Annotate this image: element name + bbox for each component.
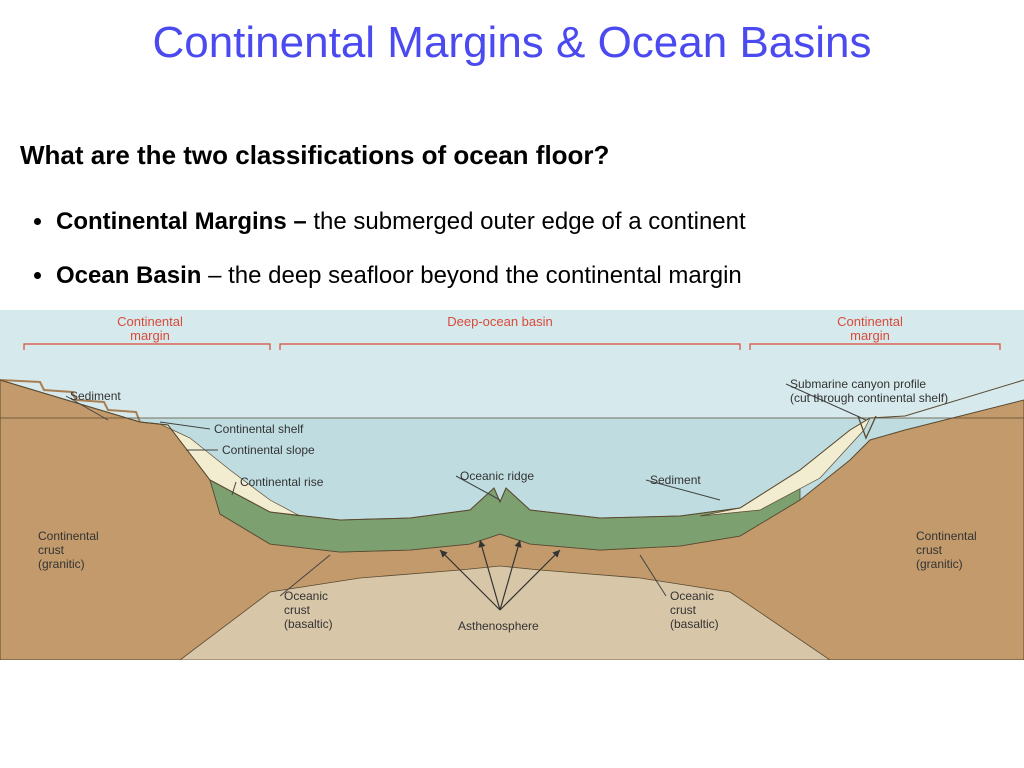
diagram-label: (granitic) <box>916 557 963 571</box>
region-label: Continental <box>117 314 183 329</box>
region-label: margin <box>130 328 170 343</box>
region-label: margin <box>850 328 890 343</box>
slide: Continental Margins & Ocean Basins What … <box>0 0 1024 768</box>
diagram-label: Continental shelf <box>214 422 304 436</box>
bullet-item: Ocean Basin – the deep seafloor beyond t… <box>56 262 742 290</box>
diagram-label: Asthenosphere <box>458 619 539 633</box>
diagram-label: (cut through continental shelf) <box>790 391 948 405</box>
diagram-label: crust <box>670 603 697 617</box>
region-label: Continental <box>837 314 903 329</box>
region-label: Deep-ocean basin <box>447 314 553 329</box>
diagram-label: Oceanic ridge <box>460 469 534 483</box>
diagram-label: Sediment <box>70 389 121 403</box>
diagram-label: crust <box>916 543 943 557</box>
diagram-label: Continental <box>38 529 99 543</box>
slide-title: Continental Margins & Ocean Basins <box>0 18 1024 68</box>
ocean-basin-diagram: ContinentalmarginDeep-ocean basinContine… <box>0 310 1024 660</box>
diagram-label: crust <box>284 603 311 617</box>
diagram-label: Continental rise <box>240 475 324 489</box>
diagram-label: Submarine canyon profile <box>790 377 926 391</box>
question-text: What are the two classifications of ocea… <box>20 140 609 171</box>
diagram-label: (basaltic) <box>670 617 719 631</box>
diagram-label: Continental <box>916 529 977 543</box>
diagram-label: (basaltic) <box>284 617 333 631</box>
diagram-label: Oceanic <box>284 589 328 603</box>
diagram-label: Sediment <box>650 473 701 487</box>
bullet-item: Continental Margins – the submerged oute… <box>56 208 746 236</box>
diagram-label: (granitic) <box>38 557 85 571</box>
diagram-label: Continental slope <box>222 443 315 457</box>
diagram-label: Oceanic <box>670 589 714 603</box>
diagram-label: crust <box>38 543 65 557</box>
